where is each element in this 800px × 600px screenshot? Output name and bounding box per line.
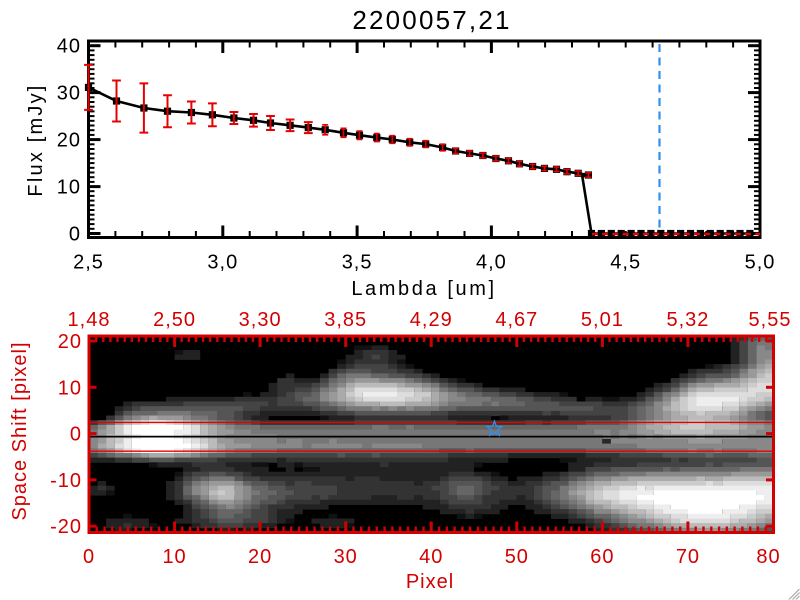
svg-text:60: 60 (590, 546, 614, 568)
svg-text:1,48: 1,48 (68, 309, 111, 331)
svg-text:40: 40 (57, 36, 81, 58)
svg-text:5,55: 5,55 (749, 309, 792, 331)
svg-text:2,5: 2,5 (73, 252, 104, 274)
svg-text:0: 0 (69, 224, 81, 246)
svg-text:50: 50 (505, 546, 529, 568)
svg-text:4,29: 4,29 (410, 309, 453, 331)
svg-text:10: 10 (58, 377, 82, 399)
svg-text:4,5: 4,5 (610, 252, 641, 274)
svg-text:-10: -10 (50, 470, 82, 492)
svg-text:4,0: 4,0 (476, 252, 507, 274)
svg-text:3,85: 3,85 (324, 309, 367, 331)
svg-text:-20: -20 (50, 516, 82, 538)
svg-text:30: 30 (57, 83, 81, 105)
svg-text:5,32: 5,32 (666, 309, 709, 331)
svg-text:5,0: 5,0 (745, 252, 776, 274)
svg-text:20: 20 (58, 331, 82, 353)
svg-text:4,67: 4,67 (495, 309, 538, 331)
svg-text:0: 0 (70, 424, 82, 446)
svg-text:2,50: 2,50 (153, 309, 196, 331)
svg-text:3,30: 3,30 (239, 309, 282, 331)
svg-text:Pixel: Pixel (406, 571, 454, 593)
svg-text:70: 70 (676, 546, 700, 568)
svg-text:Flux [mJy]: Flux [mJy] (25, 83, 47, 196)
svg-text:3,5: 3,5 (342, 252, 373, 274)
svg-text:2200057,21: 2200057,21 (352, 5, 511, 35)
svg-text:40: 40 (419, 546, 443, 568)
svg-text:3,0: 3,0 (207, 252, 238, 274)
svg-text:10: 10 (162, 546, 186, 568)
svg-text:20: 20 (57, 130, 81, 152)
svg-text:30: 30 (334, 546, 358, 568)
svg-text:Space Shift [pixel]: Space Shift [pixel] (9, 341, 31, 520)
svg-text:80: 80 (756, 546, 780, 568)
svg-text:0: 0 (83, 546, 95, 568)
svg-text:10: 10 (57, 177, 81, 199)
svg-text:20: 20 (248, 546, 272, 568)
svg-text:Lambda [um]: Lambda [um] (351, 278, 496, 300)
svg-text:5,01: 5,01 (581, 309, 624, 331)
